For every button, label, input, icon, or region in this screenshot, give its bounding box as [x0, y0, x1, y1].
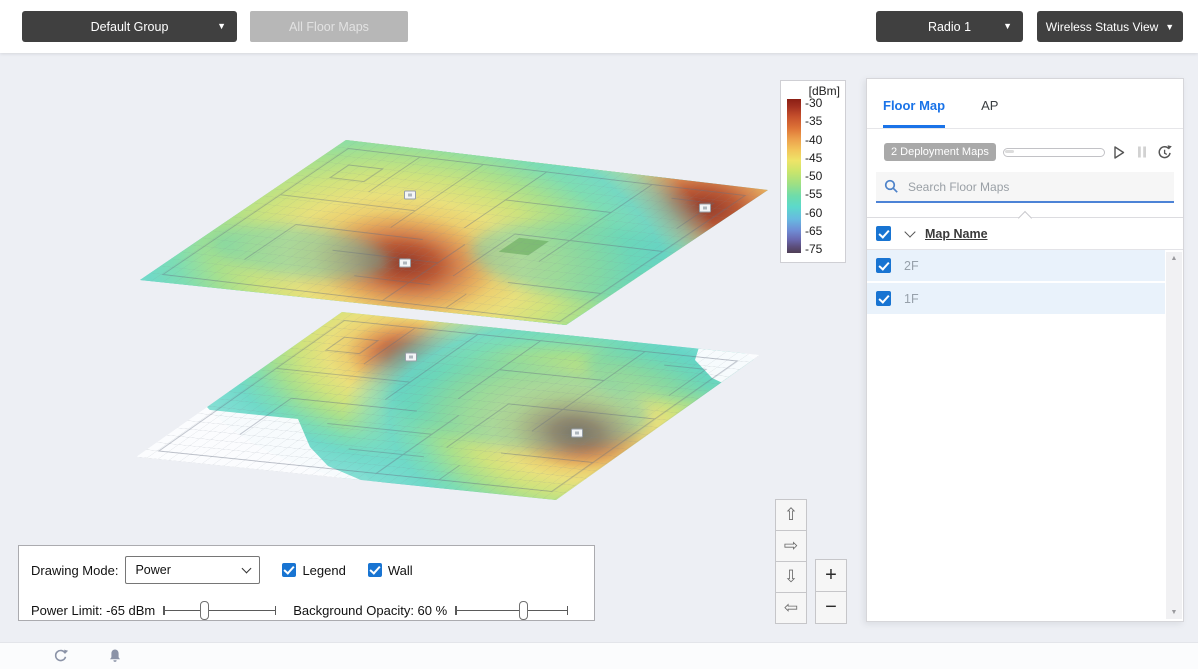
pan-left-button[interactable]: ⇦	[775, 592, 807, 624]
legend-title: [dBm]	[808, 84, 840, 98]
status-view-dropdown[interactable]: Wireless Status View ▼	[1037, 11, 1183, 42]
radio-dropdown[interactable]: Radio 1 ▼	[876, 11, 1023, 42]
opacity-slider[interactable]	[455, 600, 569, 620]
legend-checkbox-label: Legend	[302, 562, 346, 578]
caret-down-icon: ▼	[1003, 21, 1012, 31]
legend-checkbox[interactable]	[282, 563, 297, 577]
refresh-schedule-icon[interactable]	[1156, 143, 1173, 161]
deployment-maps-badge: 2 Deployment Maps	[884, 143, 996, 161]
panel-scrollbar[interactable]: ▲ ▼	[1166, 252, 1182, 619]
search-icon	[884, 179, 898, 193]
zoom-in-button[interactable]: +	[815, 559, 847, 592]
caret-down-icon: ▼	[217, 21, 226, 31]
pan-down-button[interactable]: ⇩	[775, 561, 807, 593]
arrow-up-icon: ⇧	[783, 505, 799, 524]
power-limit-label: Power Limit: -65 dBm	[31, 602, 156, 618]
floor-map-list: 2F 1F	[867, 249, 1183, 314]
play-button[interactable]	[1111, 143, 1127, 161]
map-name-sort-link[interactable]: Map Name	[925, 226, 988, 241]
floor-map-row-2f[interactable]: 2F	[867, 250, 1165, 281]
drawing-mode-select[interactable]: Power	[125, 556, 261, 584]
legend-tick: -40	[805, 132, 823, 147]
deployment-controls: 2 Deployment Maps	[884, 143, 1173, 161]
arrow-right-icon: ⇨	[783, 536, 799, 555]
pan-controls: ⇧ ⇨ ⇩ ⇦	[775, 499, 807, 624]
power-limit-slider-thumb[interactable]	[200, 600, 210, 620]
arrow-left-icon: ⇦	[783, 598, 799, 617]
row-checkbox[interactable]	[876, 258, 891, 273]
row-checkbox[interactable]	[876, 291, 891, 306]
chevron-down-icon	[241, 563, 252, 574]
minus-icon: −	[825, 596, 837, 618]
status-view-label: Wireless Status View	[1045, 19, 1159, 34]
legend-tick: -45	[805, 150, 823, 165]
timeline-slider[interactable]	[1002, 147, 1106, 157]
opacity-label: Background Opacity: 60 %	[293, 602, 448, 618]
collapse-notch[interactable]	[1017, 210, 1033, 226]
all-floor-maps-button[interactable]: All Floor Maps	[250, 11, 408, 42]
tab-ap[interactable]: AP	[981, 98, 999, 113]
opacity-slider-thumb[interactable]	[519, 600, 529, 620]
legend-tick: -65	[805, 223, 823, 238]
legend-tick: -35	[805, 114, 823, 129]
search-input[interactable]	[906, 178, 1150, 195]
group-dropdown[interactable]: Default Group ▼	[22, 11, 237, 42]
zoom-out-button[interactable]: −	[815, 591, 847, 624]
legend-tick: -75	[805, 242, 823, 256]
radio-dropdown-label: Radio 1	[927, 19, 972, 34]
map-list-header: Map Name	[867, 210, 1183, 249]
group-dropdown-label: Default Group	[90, 19, 169, 34]
floor-2f-heatmap[interactable]	[56, 53, 1054, 484]
floor-map-panel: Floor Map AP 2 Deployment Maps	[866, 78, 1184, 622]
tab-floor-map[interactable]: Floor Map	[883, 79, 946, 128]
drawing-mode-value: Power	[135, 563, 171, 577]
legend-tick: -60	[805, 205, 823, 220]
pause-button[interactable]	[1134, 143, 1150, 161]
select-all-checkbox[interactable]	[876, 226, 891, 241]
plus-icon: +	[825, 564, 837, 586]
legend-color-scale	[787, 99, 801, 253]
map-canvas-area: [dBm] -30 -35 -40 -45 -50 -55 -60 -65 -75 Floor …	[0, 53, 1198, 642]
heatmap-canvas[interactable]	[0, 53, 1198, 642]
zoom-controls: + −	[815, 559, 847, 624]
arrow-down-icon: ⇩	[783, 567, 799, 586]
bottom-status-bar	[0, 642, 1198, 669]
wall-checkbox-label: Wall	[387, 562, 413, 578]
drawing-mode-label: Drawing Mode:	[31, 562, 119, 578]
legend-tick: -55	[805, 187, 823, 202]
refresh-button[interactable]	[52, 648, 69, 665]
scroll-up-icon[interactable]: ▲	[1170, 255, 1178, 262]
pan-right-button[interactable]: ⇨	[775, 530, 807, 562]
notifications-bell-icon[interactable]	[107, 648, 123, 665]
pan-up-button[interactable]: ⇧	[775, 499, 807, 531]
legend-tick: -30	[805, 96, 823, 110]
panel-tabs: Floor Map AP	[867, 79, 1183, 129]
floor-map-search	[876, 172, 1174, 203]
drawing-controls-panel: Drawing Mode: Power Legend Wall Power Li…	[18, 545, 595, 621]
wall-checkbox[interactable]	[367, 563, 382, 577]
floor-map-row-1f[interactable]: 1F	[867, 283, 1165, 314]
timeline-slider-handle[interactable]	[1004, 149, 1014, 153]
dbm-legend: [dBm] -30 -35 -40 -45 -50 -55 -60 -65 -75	[780, 80, 846, 263]
chevron-down-icon[interactable]	[904, 226, 916, 238]
power-limit-slider[interactable]	[163, 600, 277, 620]
row-label: 1F	[904, 291, 919, 306]
legend-tick: -50	[805, 169, 823, 183]
row-label: 2F	[904, 258, 919, 273]
scroll-down-icon[interactable]: ▼	[1170, 609, 1178, 616]
caret-down-icon: ▼	[1165, 21, 1175, 32]
top-toolbar: Default Group ▼ All Floor Maps Radio 1 ▼…	[0, 0, 1198, 53]
